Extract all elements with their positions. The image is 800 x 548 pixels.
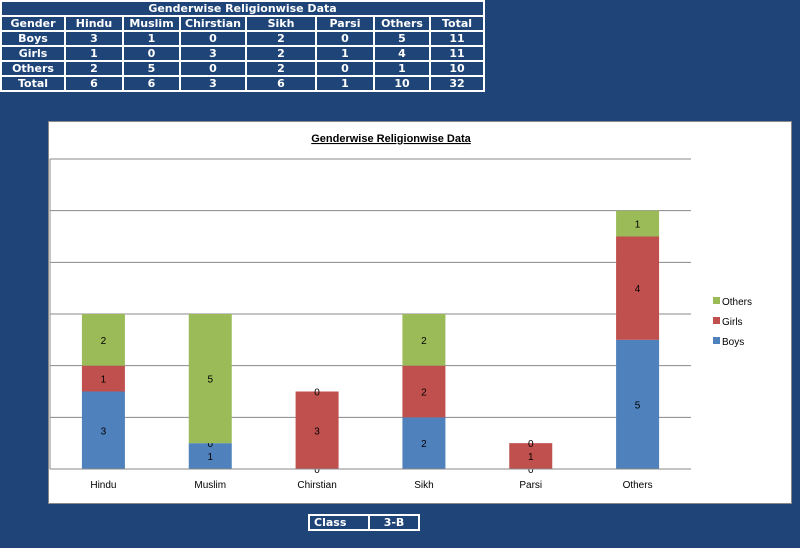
bar-segment-boys [402, 417, 446, 469]
data-table: Genderwise Religionwise Data Gender Hindu… [0, 0, 485, 92]
row-label: Others [0, 60, 66, 77]
bar-segment-boys [81, 391, 125, 469]
data-label: 0 [528, 439, 534, 450]
column-header: Total [429, 15, 485, 32]
table-cell: 0 [179, 60, 247, 77]
data-label: 5 [635, 400, 641, 411]
table-cell: 1 [373, 60, 431, 77]
table-cell: 2 [245, 45, 317, 62]
bar-segment-girls [81, 365, 125, 392]
table-cell: 0 [179, 30, 247, 47]
table-cell: 6 [245, 75, 317, 92]
data-label: 1 [101, 375, 107, 386]
table-cell: 1 [315, 75, 375, 92]
table-cell: 3 [64, 30, 124, 47]
table-cell: 10 [373, 75, 431, 92]
legend-swatch [713, 297, 720, 304]
table-cell: 11 [429, 45, 485, 62]
table-cell: 11 [429, 30, 485, 47]
table-cell: 3 [179, 75, 247, 92]
legend-swatch [713, 317, 720, 324]
bar-segment-girls [509, 443, 553, 469]
table-header-row: Gender Hindu Muslim Chirstian Sikh Parsi Other… [0, 15, 485, 32]
x-tick-label: Sikh [414, 480, 433, 491]
table-cell: 0 [315, 60, 375, 77]
table-cell: 4 [373, 45, 431, 62]
table-cell: 3 [179, 45, 247, 62]
x-tick-label: Others [623, 480, 653, 491]
table-cell: 10 [429, 60, 485, 77]
x-tick-label: Chirstian [297, 480, 336, 491]
data-label: 1 [207, 452, 213, 463]
data-label: 3 [314, 426, 320, 437]
data-label: 3 [101, 426, 107, 437]
bar-segment-boys [188, 443, 232, 469]
data-label: 0 [528, 465, 534, 476]
data-label: 1 [528, 452, 534, 463]
table-cell: 1 [64, 45, 124, 62]
row-label: Total [0, 75, 66, 92]
data-label: 0 [314, 465, 320, 476]
bar-segment-others [402, 314, 446, 366]
table-cell: 32 [429, 75, 485, 92]
bar-segment-boys [616, 339, 660, 469]
column-header: Muslim [122, 15, 181, 32]
x-tick-label: Muslim [194, 480, 226, 491]
data-label: 0 [207, 439, 213, 450]
legend-label: Others [722, 297, 752, 308]
bar-segment-girls [402, 365, 446, 418]
table-cell: 0 [315, 30, 375, 47]
legend-label: Girls [722, 317, 743, 328]
column-header: Chirstian [179, 15, 247, 32]
table-cell: 1 [122, 30, 181, 47]
table-cell: 2 [64, 60, 124, 77]
table-cell: 6 [122, 75, 181, 92]
column-header: Others [373, 15, 431, 32]
data-label: 2 [421, 336, 427, 347]
column-header: Sikh [245, 15, 317, 32]
class-label: Class [308, 514, 370, 531]
data-label: 1 [635, 220, 641, 231]
table-cell: 6 [64, 75, 124, 92]
table-cell: 2 [245, 30, 317, 47]
legend-label: Boys [722, 337, 744, 348]
chart-title: Genderwise Religionwise Data [311, 133, 471, 145]
bar-segment-others [188, 314, 232, 444]
data-label: 0 [314, 388, 320, 399]
table-cell: 5 [373, 30, 431, 47]
table-cell: 5 [122, 60, 181, 77]
row-label: Girls [0, 45, 66, 62]
table-row: Total 6 6 3 6 1 10 32 [0, 75, 485, 92]
table-title: Genderwise Religionwise Data [0, 0, 485, 17]
x-tick-label: Hindu [90, 480, 116, 491]
class-box: Class 3-B [308, 514, 420, 531]
class-value: 3-B [368, 514, 420, 531]
bar-segment-others [616, 210, 660, 237]
x-tick-label: Parsi [519, 480, 542, 491]
data-label: 2 [101, 336, 107, 347]
column-header: Hindu [64, 15, 124, 32]
data-label: 2 [421, 439, 427, 450]
column-header: Parsi [315, 15, 375, 32]
legend-swatch [713, 337, 720, 344]
table-row: Others 2 5 0 2 0 1 10 [0, 60, 485, 77]
bar-segment-others [81, 314, 125, 366]
table-cell: 1 [315, 45, 375, 62]
column-header: Gender [0, 15, 66, 32]
table-cell: 2 [245, 60, 317, 77]
bar-segment-girls [295, 391, 339, 469]
data-label: 4 [635, 284, 641, 295]
data-label: 2 [421, 388, 427, 399]
row-label: Boys [0, 30, 66, 47]
bar-segment-girls [616, 236, 660, 340]
table-row: Boys 3 1 0 2 0 5 11 [0, 30, 485, 47]
chart-area: Genderwise Religionwise Data024681012312… [34, 121, 792, 504]
table-cell: 0 [122, 45, 181, 62]
table-row: Girls 1 0 3 2 1 4 11 [0, 45, 485, 62]
data-label: 5 [207, 375, 213, 386]
stacked-bar-chart: Genderwise Religionwise Data024681012312… [34, 133, 752, 491]
